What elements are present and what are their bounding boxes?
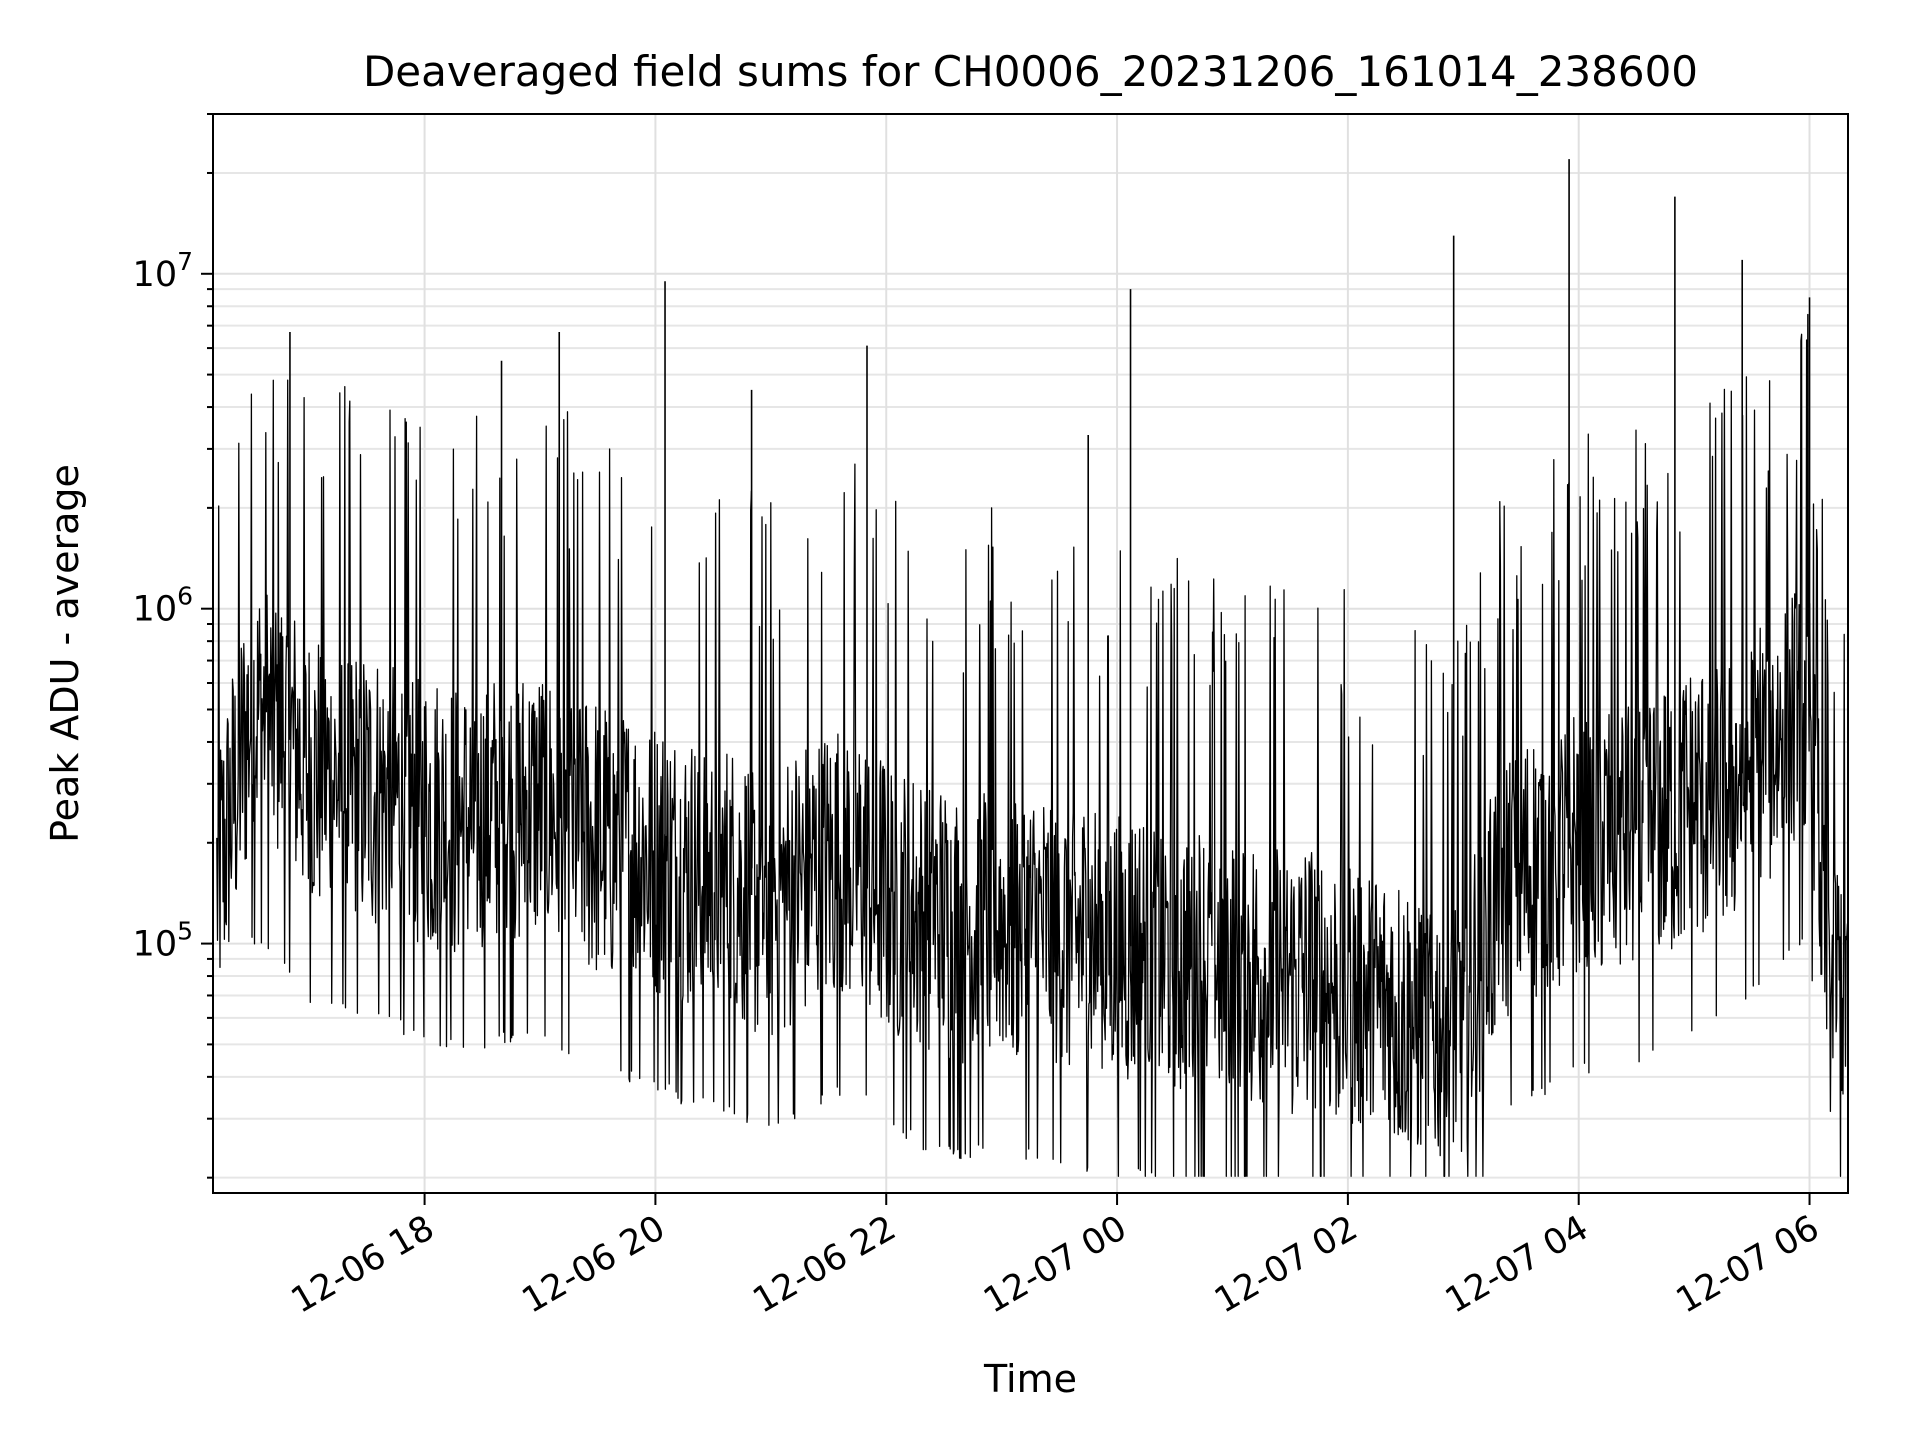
x-tick-label: 12-06 18 — [285, 1208, 441, 1321]
series-group — [216, 159, 1849, 1177]
x-tick-label: 12-06 22 — [746, 1208, 902, 1321]
y-tick-label: 105 — [133, 917, 193, 965]
y-tick-label: 106 — [133, 582, 193, 630]
y-axis-label: Peak ADU - average — [43, 464, 87, 843]
y-tick-label: 107 — [133, 247, 193, 295]
plot-frame — [212, 113, 1849, 1194]
x-tick-label: 12-07 06 — [1670, 1208, 1826, 1321]
x-tick-label: 12-07 02 — [1208, 1208, 1364, 1321]
x-axis: 12-06 18 12-06 20 12-06 22 12-07 00 12-07 02… — [285, 1193, 1826, 1321]
x-axis-label: Time — [983, 1357, 1077, 1401]
series-line — [216, 313, 1849, 1177]
x-tick-label: 12-06 20 — [516, 1208, 672, 1321]
chart-title: Deaveraged field sums for CH0006_2023120… — [363, 47, 1698, 96]
x-tick-label: 12-07 04 — [1439, 1208, 1595, 1321]
x-tick-label: 12-07 00 — [977, 1208, 1133, 1321]
y-axis: 105 106 107 — [133, 113, 213, 1179]
